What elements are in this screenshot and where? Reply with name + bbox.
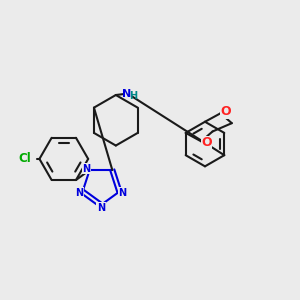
Text: N: N bbox=[97, 203, 105, 213]
Text: O: O bbox=[201, 136, 212, 149]
Text: O: O bbox=[220, 105, 231, 118]
Text: N: N bbox=[118, 188, 126, 198]
Text: H: H bbox=[129, 91, 137, 101]
Text: N: N bbox=[122, 88, 131, 98]
Text: Cl: Cl bbox=[18, 152, 31, 165]
Text: N: N bbox=[82, 164, 91, 174]
Text: N: N bbox=[76, 188, 84, 198]
